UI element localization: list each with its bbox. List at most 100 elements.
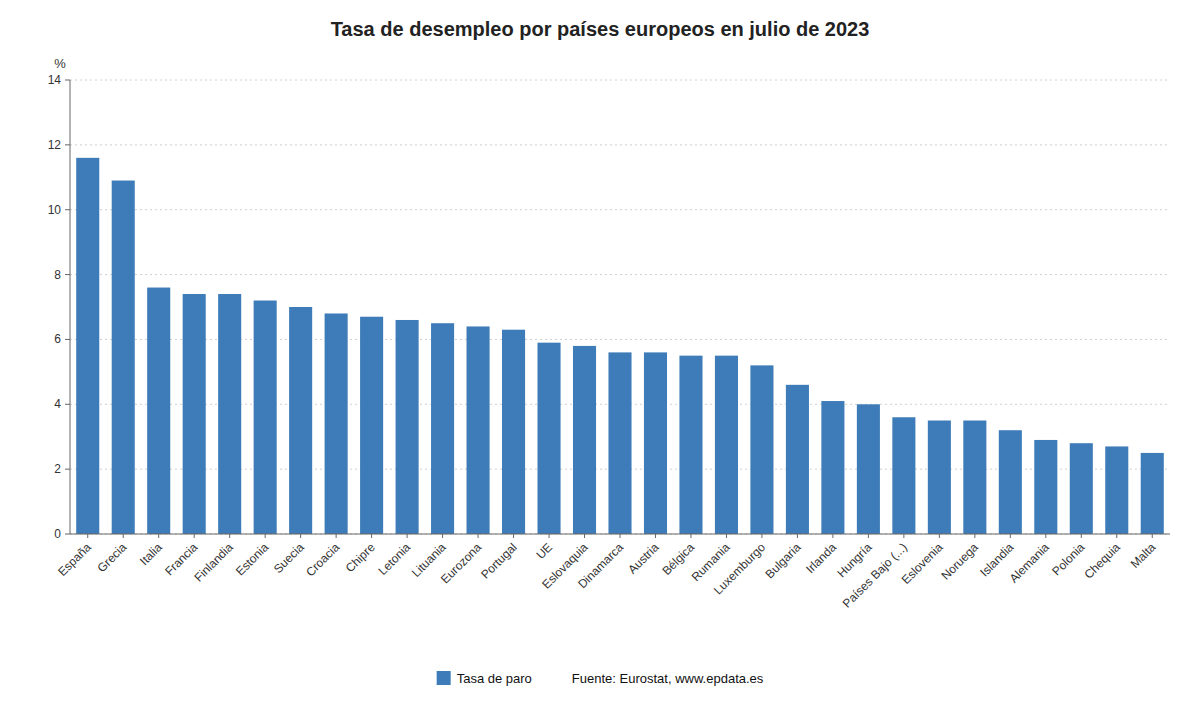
y-axis-label: % — [54, 56, 66, 71]
x-tick — [229, 534, 230, 538]
bar — [1105, 446, 1128, 534]
x-tick-label: Portugal — [478, 540, 520, 582]
x-tick — [726, 534, 727, 538]
bar — [538, 343, 561, 534]
x-tick-label: Eurozona — [438, 540, 484, 586]
x-tick — [478, 534, 479, 538]
x-tick-label: Italia — [137, 540, 165, 568]
x-tick — [832, 534, 833, 538]
y-tick — [65, 144, 70, 145]
x-tick-label: Estonia — [233, 540, 271, 578]
x-tick — [1081, 534, 1082, 538]
x-tick-label: Alemania — [1007, 540, 1053, 586]
y-tick-label: 12 — [48, 138, 62, 152]
bar — [608, 352, 631, 534]
x-tick — [903, 534, 904, 538]
x-tick — [690, 534, 691, 538]
x-tick — [123, 534, 124, 538]
title: Tasa de desempleo por países europeos en… — [331, 18, 870, 40]
bar — [750, 365, 773, 534]
y-tick-label: 8 — [54, 268, 61, 282]
legend-label: Tasa de paro — [457, 671, 532, 686]
x-tick-label: Finlandia — [191, 540, 236, 585]
x-tick — [442, 534, 443, 538]
x-tick-label: Chipre — [343, 540, 378, 575]
x-tick — [300, 534, 301, 538]
x-tick — [1045, 534, 1046, 538]
bar — [821, 401, 844, 534]
bar — [289, 307, 312, 534]
x-tick — [158, 534, 159, 538]
bar — [786, 385, 809, 534]
x-tick — [407, 534, 408, 538]
x-tick — [584, 534, 585, 538]
y-tick-label: 10 — [48, 203, 62, 217]
y-tick — [65, 80, 70, 81]
x-tick — [974, 534, 975, 538]
x-tick — [371, 534, 372, 538]
chart: Tasa de desempleo por países europeos en… — [0, 0, 1200, 704]
x-tick-label: Letonia — [375, 540, 413, 578]
y-tick — [65, 274, 70, 275]
x-tick — [1116, 534, 1117, 538]
x-tick-label: Dinamarca — [575, 540, 626, 591]
bar — [999, 430, 1022, 534]
x-tick — [549, 534, 550, 538]
y-axis-line — [70, 80, 71, 534]
legend: Tasa de paro — [437, 671, 532, 686]
x-tick — [265, 534, 266, 538]
y-tick — [65, 534, 70, 535]
x-tick-label: España — [55, 540, 94, 579]
grid-line — [70, 80, 1170, 81]
x-tick — [194, 534, 195, 538]
bar — [644, 352, 667, 534]
x-axis: EspañaGreciaItaliaFranciaFinlandiaEstoni… — [55, 534, 1158, 610]
bar — [679, 356, 702, 534]
bar — [857, 404, 880, 534]
y-tick-label: 0 — [54, 527, 61, 541]
bar — [76, 158, 99, 534]
bar — [502, 330, 525, 534]
bar — [396, 320, 419, 534]
y-tick — [65, 469, 70, 470]
x-tick — [655, 534, 656, 538]
source-note: Fuente: Eurostat, www.epdata.es — [572, 671, 764, 686]
bar — [467, 326, 490, 534]
x-tick-label: Eslovenia — [899, 540, 946, 587]
y-tick-label: 4 — [54, 397, 61, 411]
bar — [573, 346, 596, 534]
y-tick-label: 2 — [54, 462, 61, 476]
x-tick — [797, 534, 798, 538]
grid-line — [70, 209, 1170, 210]
x-tick — [761, 534, 762, 538]
bar — [254, 301, 277, 534]
x-tick — [939, 534, 940, 538]
y-tick-label: 6 — [54, 332, 61, 346]
bar — [431, 323, 454, 534]
legend-swatch — [437, 671, 451, 685]
bar — [360, 317, 383, 534]
x-tick-label: Luxemburgo — [711, 540, 768, 597]
y-tick-label: 14 — [48, 73, 62, 87]
bar — [1141, 453, 1164, 534]
x-tick-label: Malta — [1128, 540, 1159, 571]
bar — [325, 313, 348, 534]
y-tick — [65, 209, 70, 210]
x-tick-label: Chequia — [1081, 540, 1123, 582]
bar — [1034, 440, 1057, 534]
x-tick — [868, 534, 869, 538]
y-tick — [65, 339, 70, 340]
x-tick — [336, 534, 337, 538]
bar — [1070, 443, 1093, 534]
bar — [715, 356, 738, 534]
bar — [183, 294, 206, 534]
grid — [70, 80, 1170, 534]
x-tick-label: Bulgaria — [763, 540, 804, 581]
bar — [147, 288, 170, 534]
bar — [218, 294, 241, 534]
grid-line — [70, 144, 1170, 145]
grid-line — [70, 274, 1170, 275]
x-tick — [1152, 534, 1153, 538]
bar — [928, 421, 951, 535]
x-tick — [87, 534, 88, 538]
